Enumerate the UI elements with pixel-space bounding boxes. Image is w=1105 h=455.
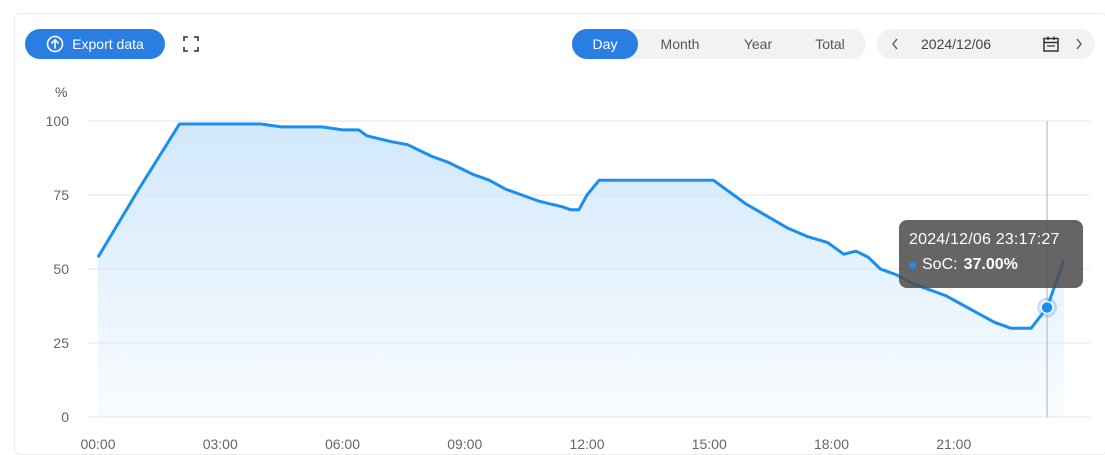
y-axis-unit: %	[55, 84, 68, 100]
date-picker: 2024/12/06	[877, 29, 1095, 59]
chevron-right-icon	[1076, 38, 1082, 50]
period-tabs: Day Month Year Total	[572, 29, 866, 59]
export-data-label: Export data	[72, 36, 144, 52]
x-tick-label: 21:00	[936, 436, 971, 452]
tab-month[interactable]: Month	[660, 36, 700, 52]
tooltip-row: SoC: 37.00%	[909, 256, 1018, 274]
y-tick-label: 0	[61, 409, 69, 425]
x-tick-label: 06:00	[325, 436, 360, 452]
x-tick-label: 03:00	[203, 436, 238, 452]
series-dot-icon	[909, 261, 916, 269]
calendar-icon[interactable]	[1042, 35, 1060, 53]
y-tick-label: 75	[53, 187, 69, 203]
y-tick-label: 100	[46, 113, 70, 129]
tooltip-value: 37.00%	[963, 256, 1018, 273]
chart-tooltip: 2024/12/06 23:17:27 SoC: 37.00%	[899, 220, 1083, 288]
tab-day[interactable]: Day	[572, 29, 638, 59]
fullscreen-icon[interactable]	[181, 34, 201, 54]
prev-date-button[interactable]	[883, 29, 907, 59]
tooltip-series-label: SoC:	[922, 256, 958, 273]
tab-year[interactable]: Year	[743, 36, 773, 52]
date-value[interactable]: 2024/12/06	[921, 36, 992, 52]
tooltip-title: 2024/12/06 23:17:27	[909, 231, 1060, 248]
chevron-left-icon	[892, 38, 898, 50]
tab-total[interactable]: Total	[815, 36, 845, 52]
upload-icon	[46, 35, 64, 53]
export-data-button[interactable]: Export data	[25, 29, 165, 59]
x-tick-label: 12:00	[569, 436, 604, 452]
y-tick-label: 50	[53, 261, 69, 277]
x-tick-label: 18:00	[814, 436, 849, 452]
x-tick-label: 15:00	[692, 436, 727, 452]
highlight-point	[1040, 300, 1054, 315]
y-tick-label: 25	[53, 335, 69, 351]
x-tick-label: 00:00	[80, 436, 115, 452]
next-date-button[interactable]	[1067, 29, 1091, 59]
x-tick-label: 09:00	[447, 436, 482, 452]
soc-area	[98, 124, 1064, 417]
